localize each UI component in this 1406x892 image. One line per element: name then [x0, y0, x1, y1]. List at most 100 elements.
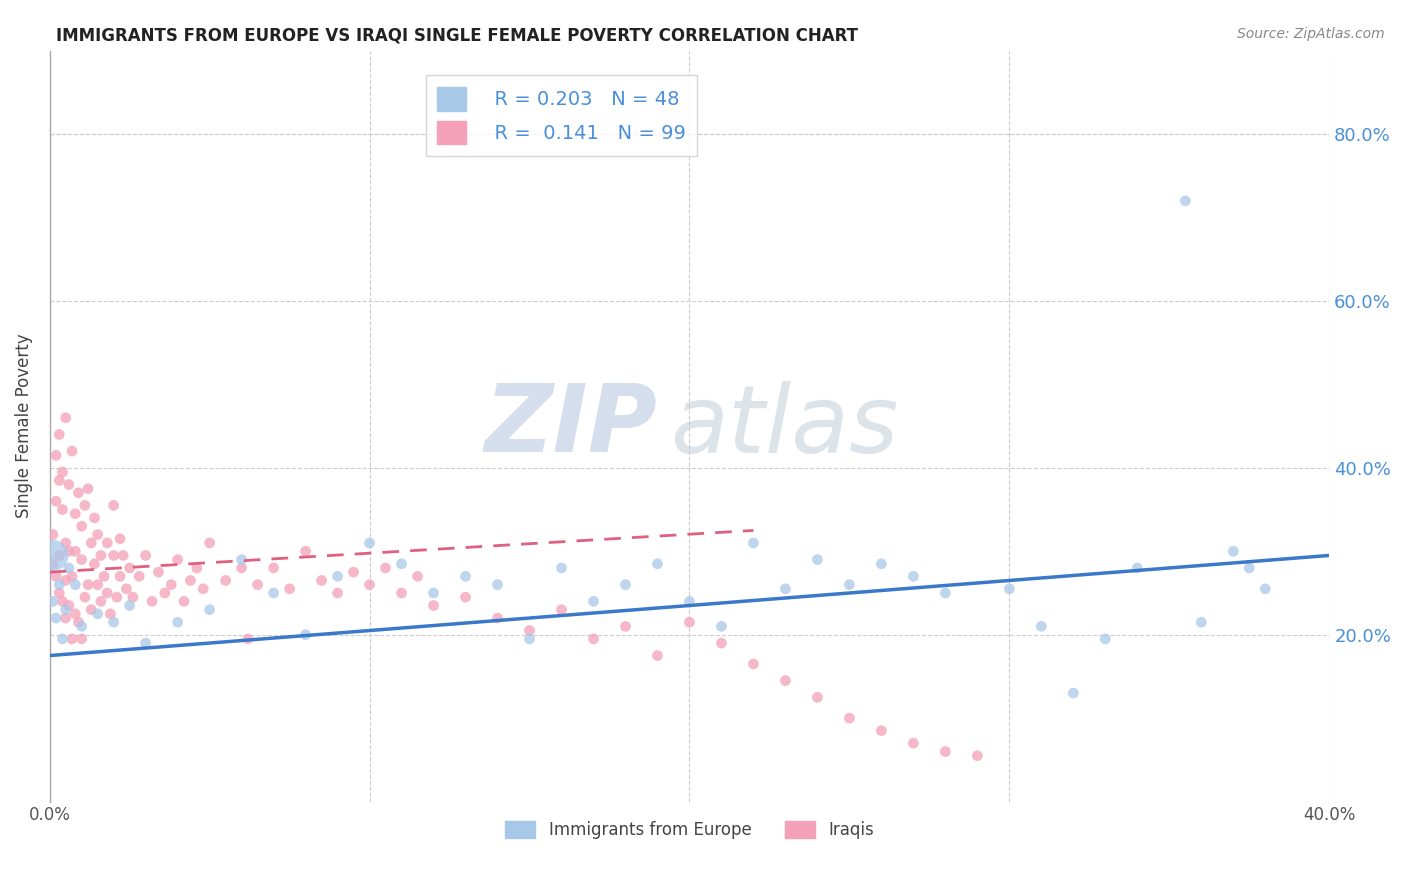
Point [108, 569, 131, 583]
Point [51, 632, 73, 646]
Point [48, 427, 70, 442]
Point [647, 648, 669, 663]
Point [870, 723, 893, 738]
Point [742, 536, 765, 550]
Point [105, 590, 128, 604]
Point [55, 574, 77, 588]
Point [55, 536, 77, 550]
Point [647, 557, 669, 571]
Point [710, 636, 733, 650]
Point [70, 619, 93, 633]
Point [1062, 686, 1084, 700]
Legend: Immigrants from Europe, Iraqis: Immigrants from Europe, Iraqis [499, 814, 880, 846]
Point [65, 507, 87, 521]
Point [60, 569, 83, 583]
Point [103, 499, 125, 513]
Text: IMMIGRANTS FROM EUROPE VS IRAQI SINGLE FEMALE POVERTY CORRELATION CHART: IMMIGRANTS FROM EUROPE VS IRAQI SINGLE F… [56, 27, 858, 45]
Point [1126, 561, 1149, 575]
Point [550, 602, 572, 616]
Point [454, 590, 477, 604]
Point [934, 745, 956, 759]
Point [454, 569, 477, 583]
Point [263, 561, 285, 575]
Point [678, 594, 700, 608]
Point [775, 673, 797, 688]
Point [198, 602, 221, 616]
Point [42, 527, 65, 541]
Point [186, 561, 208, 575]
Point [48, 577, 70, 591]
Point [838, 711, 860, 725]
Point [108, 532, 131, 546]
Point [48, 586, 70, 600]
Point [294, 628, 316, 642]
Point [391, 586, 413, 600]
Point [45, 611, 67, 625]
Point [193, 582, 215, 596]
Point [86, 527, 108, 541]
Point [65, 607, 87, 621]
Point [73, 499, 96, 513]
Point [60, 632, 83, 646]
Point [934, 586, 956, 600]
Point [96, 536, 118, 550]
Point [179, 574, 201, 588]
Point [70, 632, 93, 646]
Point [55, 410, 77, 425]
Point [582, 632, 605, 646]
Point [135, 636, 157, 650]
Point [55, 611, 77, 625]
Point [326, 569, 349, 583]
Point [614, 577, 637, 591]
Text: atlas: atlas [671, 381, 898, 472]
Point [614, 619, 637, 633]
Point [73, 590, 96, 604]
Point [100, 607, 122, 621]
Point [678, 615, 700, 630]
Point [519, 632, 541, 646]
Point [42, 594, 65, 608]
Point [359, 577, 381, 591]
Point [118, 599, 141, 613]
Point [231, 561, 253, 575]
Point [48, 549, 70, 563]
Point [903, 569, 925, 583]
Point [55, 602, 77, 616]
Point [51, 502, 73, 516]
Point [67, 615, 90, 630]
Point [775, 582, 797, 596]
Point [870, 557, 893, 571]
Point [1094, 632, 1116, 646]
Point [173, 594, 195, 608]
Point [263, 586, 285, 600]
Point [1031, 619, 1053, 633]
Point [77, 577, 100, 591]
Point [742, 657, 765, 671]
Point [70, 519, 93, 533]
Point [359, 536, 381, 550]
Point [486, 611, 509, 625]
Point [103, 615, 125, 630]
Point [135, 549, 157, 563]
Point [1174, 194, 1197, 208]
Point [342, 565, 364, 579]
Point [236, 632, 259, 646]
Point [246, 577, 269, 591]
Point [998, 582, 1021, 596]
Text: ZIP: ZIP [485, 380, 658, 472]
Point [326, 586, 349, 600]
Point [121, 590, 143, 604]
Point [806, 552, 828, 566]
Point [70, 552, 93, 566]
Point [582, 594, 605, 608]
Point [45, 494, 67, 508]
Point [166, 615, 188, 630]
Point [86, 577, 108, 591]
Point [80, 602, 103, 616]
Point [48, 474, 70, 488]
Point [806, 690, 828, 705]
Point [58, 599, 80, 613]
Point [153, 586, 176, 600]
Point [83, 511, 105, 525]
Point [90, 549, 112, 563]
